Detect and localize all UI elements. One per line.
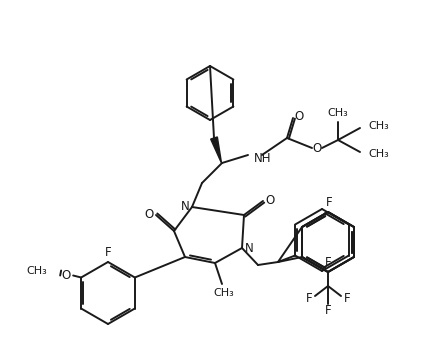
Text: O: O	[265, 193, 275, 207]
Text: O: O	[312, 142, 321, 155]
Text: F: F	[343, 292, 350, 305]
Text: O: O	[294, 109, 304, 122]
Text: F: F	[104, 246, 111, 259]
Text: CH₃: CH₃	[328, 108, 349, 118]
Text: CH₃: CH₃	[26, 265, 47, 275]
Text: NH: NH	[254, 151, 272, 164]
Text: N: N	[244, 241, 253, 255]
Text: O: O	[144, 208, 154, 221]
Text: F: F	[326, 197, 332, 209]
Text: F: F	[325, 257, 331, 269]
Text: F: F	[306, 292, 312, 305]
Text: F: F	[325, 305, 331, 317]
Text: CH₃: CH₃	[368, 121, 389, 131]
Text: O: O	[61, 269, 71, 282]
Text: N: N	[181, 201, 190, 214]
Polygon shape	[211, 137, 222, 163]
Text: CH₃: CH₃	[368, 149, 389, 159]
Text: CH₃: CH₃	[214, 288, 234, 298]
